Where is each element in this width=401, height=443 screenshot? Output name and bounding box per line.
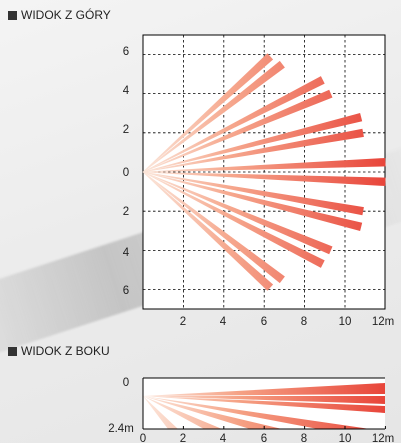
detection-beam <box>142 171 363 231</box>
x-tick-label: 6 <box>261 316 267 328</box>
side-beam <box>143 396 178 429</box>
detection-beam <box>142 171 285 284</box>
top-view-title-text: WIDOK Z GÓRY <box>21 8 111 22</box>
detection-beam <box>142 89 333 173</box>
top-view-x-labels: 2 4 6 8 10 12m <box>180 316 394 328</box>
y-tick-label: 2 <box>123 124 129 136</box>
detection-beam <box>142 171 364 216</box>
side-view-title: WIDOK Z BOKU <box>8 344 110 358</box>
x-tick-label: 12m <box>372 316 394 328</box>
side-x-tick-label: 6 <box>261 433 267 443</box>
side-view-plot: 0 2.4m 0 2 4 6 8 10 12m <box>108 377 394 443</box>
detection-beam <box>142 53 274 173</box>
side-beam <box>143 383 385 396</box>
side-view-title-text: WIDOK Z BOKU <box>21 344 110 358</box>
side-view-ticks <box>182 426 386 429</box>
side-x-tick-label: 8 <box>301 433 307 443</box>
x-tick-label: 10 <box>339 316 352 328</box>
side-x-tick-label: 0 <box>140 433 146 443</box>
top-view-plot: 6 4 2 0 2 4 6 2 4 6 8 10 12m <box>123 34 394 328</box>
top-view-y-labels: 6 4 2 0 2 4 6 <box>123 46 130 297</box>
side-view-beams <box>143 383 385 429</box>
y-tick-label: 0 <box>123 167 129 179</box>
detection-beam <box>142 171 333 255</box>
side-beam <box>143 396 282 429</box>
side-beam <box>143 396 370 429</box>
y-tick-label: 2 <box>123 206 129 218</box>
x-tick-label: 8 <box>301 316 307 328</box>
top-view-beams <box>142 53 386 291</box>
detection-beam <box>142 128 364 173</box>
side-x-tick-label: 10 <box>339 433 352 443</box>
title-square-icon <box>8 346 17 356</box>
title-square-icon <box>8 10 17 20</box>
detection-beam <box>142 60 285 173</box>
detection-beam <box>142 113 363 173</box>
detection-beam <box>143 171 386 186</box>
y-tick-label: 4 <box>123 85 130 97</box>
x-tick-label: 4 <box>220 316 227 328</box>
y-tick-label: 4 <box>123 247 130 259</box>
side-x-tick-label: 12m <box>372 433 394 443</box>
side-x-tick-label: 2 <box>180 433 186 443</box>
side-beam <box>143 396 385 404</box>
top-view-title: WIDOK Z GÓRY <box>8 8 111 22</box>
detection-beam <box>143 158 386 173</box>
side-y-tick-label: 2.4m <box>108 423 134 435</box>
detection-beam <box>142 76 325 173</box>
y-tick-label: 6 <box>123 285 129 297</box>
x-tick-label: 2 <box>180 316 186 328</box>
side-x-tick-label: 4 <box>220 433 227 443</box>
detection-beam <box>142 171 325 268</box>
side-view-x-labels: 0 2 4 6 8 10 12m <box>140 433 394 443</box>
side-beam <box>143 396 385 413</box>
side-y-tick-label: 0 <box>123 377 129 389</box>
y-tick-label: 6 <box>123 46 129 58</box>
side-beam <box>143 396 222 429</box>
detection-beam <box>142 171 274 291</box>
